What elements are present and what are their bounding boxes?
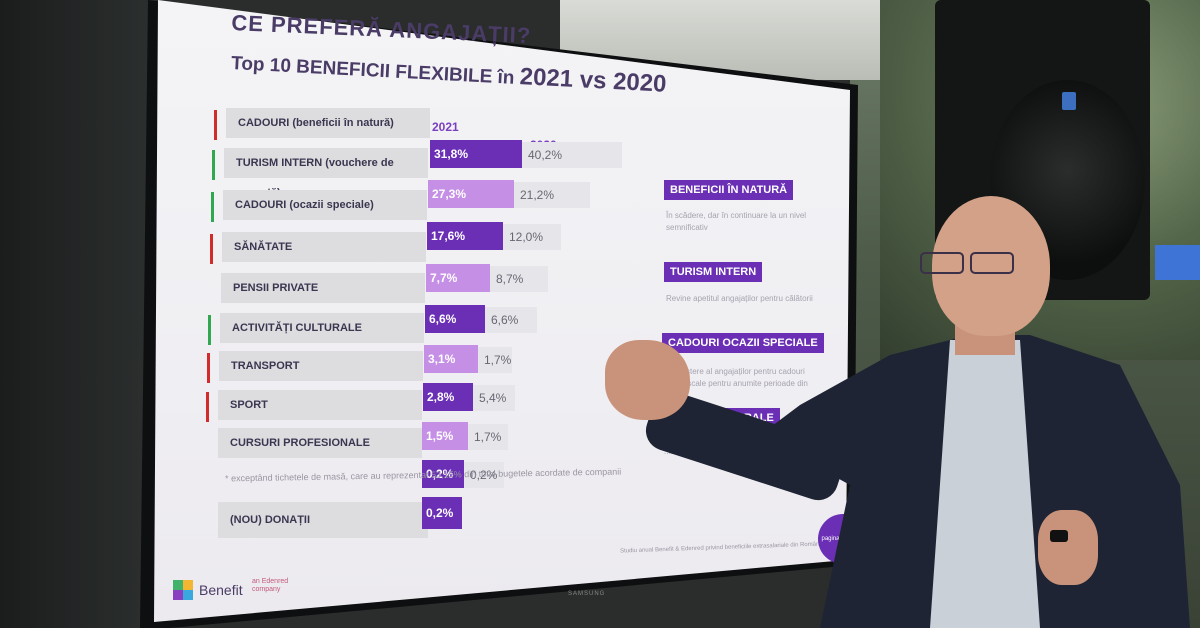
presenter-hand-clicker <box>1038 510 1098 585</box>
bar-2021: 17,6% <box>427 222 503 250</box>
bar-2020: 6,6% <box>485 307 537 333</box>
loudspeaker-logo <box>1062 92 1076 110</box>
bar-2021: 7,7% <box>426 264 490 292</box>
side-tag-1: BENEFICII ÎN NATURĂ <box>664 180 794 200</box>
column-2021: 2021 <box>432 120 459 134</box>
blue-sign <box>1155 245 1200 280</box>
bar-2020: 21,2% <box>514 182 590 208</box>
bar-2021: 6,6% <box>425 305 485 333</box>
logo-text: Benefit <box>199 582 243 598</box>
trend-down-icon <box>207 353 210 383</box>
donation-value: 0,2% <box>422 497 462 529</box>
presenter-shirt <box>930 340 1040 628</box>
side-desc-2: Revine apetitul angajaților pentru călăt… <box>666 294 813 303</box>
row-label: TURISM INTERN (vouchere de vacanță) <box>224 148 428 199</box>
presenter-hand-pointing <box>605 340 690 420</box>
bar-2020: 1,7% <box>468 424 508 450</box>
benefit-logo-icon <box>173 580 193 600</box>
trend-up-icon <box>211 192 214 222</box>
background-left <box>0 0 160 628</box>
side-desc-1: În scădere, dar în continuare la un nive… <box>666 211 807 232</box>
trend-down-icon <box>214 110 217 140</box>
bar-2020: 8,7% <box>490 266 548 292</box>
bar-2020: 0,2% <box>464 462 504 488</box>
presentation-clicker <box>1050 530 1068 542</box>
trend-up-icon <box>208 315 211 345</box>
bar-2020: 12,0% <box>503 224 561 250</box>
row-label: CURSURI PROFESIONALE <box>218 428 422 458</box>
bar-2021: 3,1% <box>424 345 478 373</box>
tv-brand: SAMSUNG <box>568 591 606 597</box>
bar-2020: 1,7% <box>478 347 512 373</box>
row-label: ACTIVITĂȚI CULTURALE <box>220 313 424 343</box>
row-label: CADOURI (ocazii speciale) <box>223 190 427 220</box>
bar-2021: 2,8% <box>423 383 473 411</box>
trend-down-icon <box>206 392 209 422</box>
row-label: SPORT <box>218 390 422 420</box>
side-tag-2: TURISM INTERN <box>664 262 763 282</box>
presenter-glasses <box>920 252 1035 274</box>
bar-2021: 27,3% <box>428 180 514 208</box>
row-label: TRANSPORT <box>219 351 423 381</box>
presenter-head <box>932 196 1050 336</box>
donation-label: (NOU) DONAȚII <box>218 502 428 538</box>
bar-2021: 31,8% <box>430 140 522 168</box>
bar-2021: 1,5% <box>422 422 468 450</box>
row-label: CADOURI (beneficii în natură) <box>226 108 430 138</box>
bar-2021: 0,2% <box>422 460 464 488</box>
bar-2020: 40,2% <box>522 142 622 168</box>
side-tag-3: CADOURI OCAZII SPECIALE <box>662 333 824 353</box>
trend-up-icon <box>212 150 215 180</box>
logo-subtext: an Edenred company <box>252 578 289 593</box>
row-label: SĂNĂTATE <box>222 232 426 262</box>
trend-down-icon <box>210 234 213 264</box>
bar-2020: 5,4% <box>473 385 515 411</box>
row-label: PENSII PRIVATE <box>221 273 425 303</box>
